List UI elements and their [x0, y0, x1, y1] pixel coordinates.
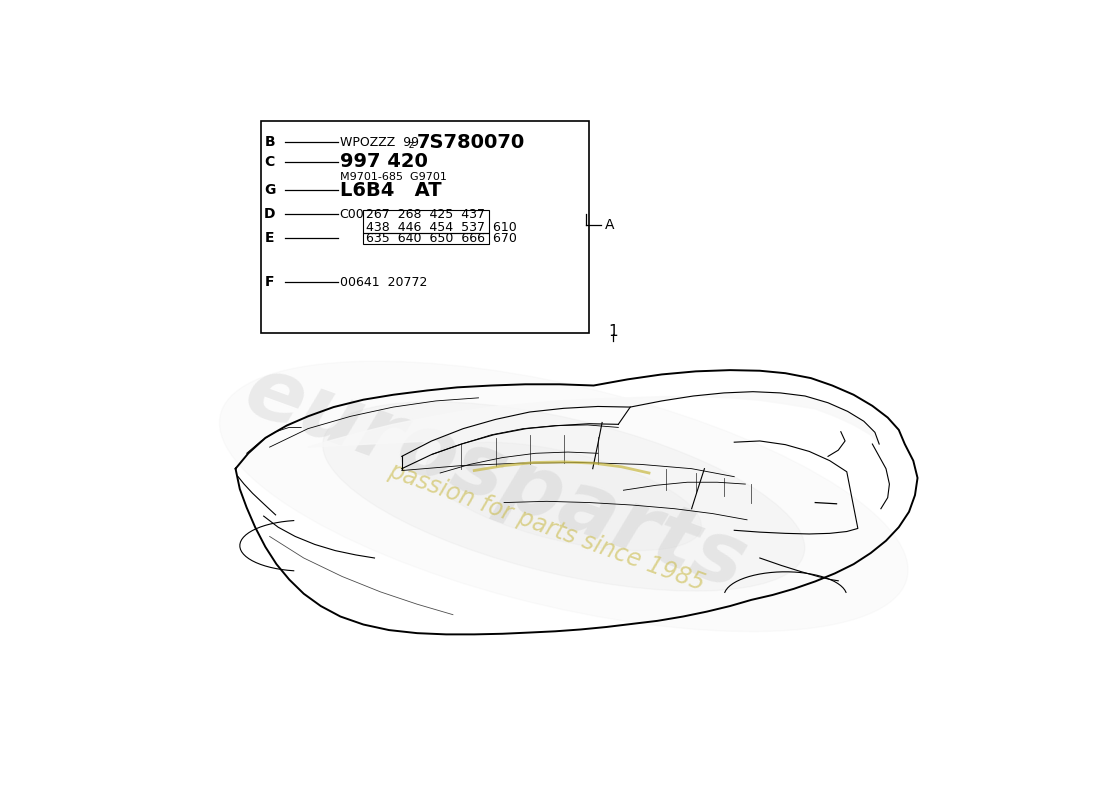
Text: eurosparts: eurosparts: [233, 349, 758, 607]
Text: 438  446  454  537  610: 438 446 454 537 610: [366, 221, 517, 234]
Bar: [261, 121, 590, 333]
Text: B: B: [264, 135, 275, 149]
Text: C00: C00: [340, 208, 364, 221]
Text: passion for parts since 1985: passion for parts since 1985: [385, 458, 708, 596]
Ellipse shape: [322, 402, 805, 591]
Text: G: G: [264, 183, 275, 198]
Text: 1: 1: [608, 324, 618, 339]
Text: D: D: [264, 207, 275, 222]
Text: z: z: [408, 140, 414, 150]
Polygon shape: [308, 392, 879, 447]
Text: 635  640  650  666  670: 635 640 650 666 670: [366, 233, 517, 246]
Text: M9701-685  G9701: M9701-685 G9701: [340, 172, 447, 182]
Text: 00641  20772: 00641 20772: [340, 275, 427, 289]
Text: L6B4   AT: L6B4 AT: [340, 181, 441, 200]
Bar: [363, 234, 488, 245]
Bar: [363, 210, 488, 233]
Text: E: E: [265, 230, 274, 245]
Text: F: F: [265, 275, 274, 289]
Text: 267  268  425  437: 267 268 425 437: [366, 208, 485, 221]
Text: C: C: [264, 155, 275, 169]
Text: 997 420: 997 420: [340, 153, 428, 171]
Text: A: A: [605, 218, 614, 232]
Text: 7S780070: 7S780070: [417, 133, 526, 152]
Text: WPOZZZ  99: WPOZZZ 99: [340, 136, 418, 149]
